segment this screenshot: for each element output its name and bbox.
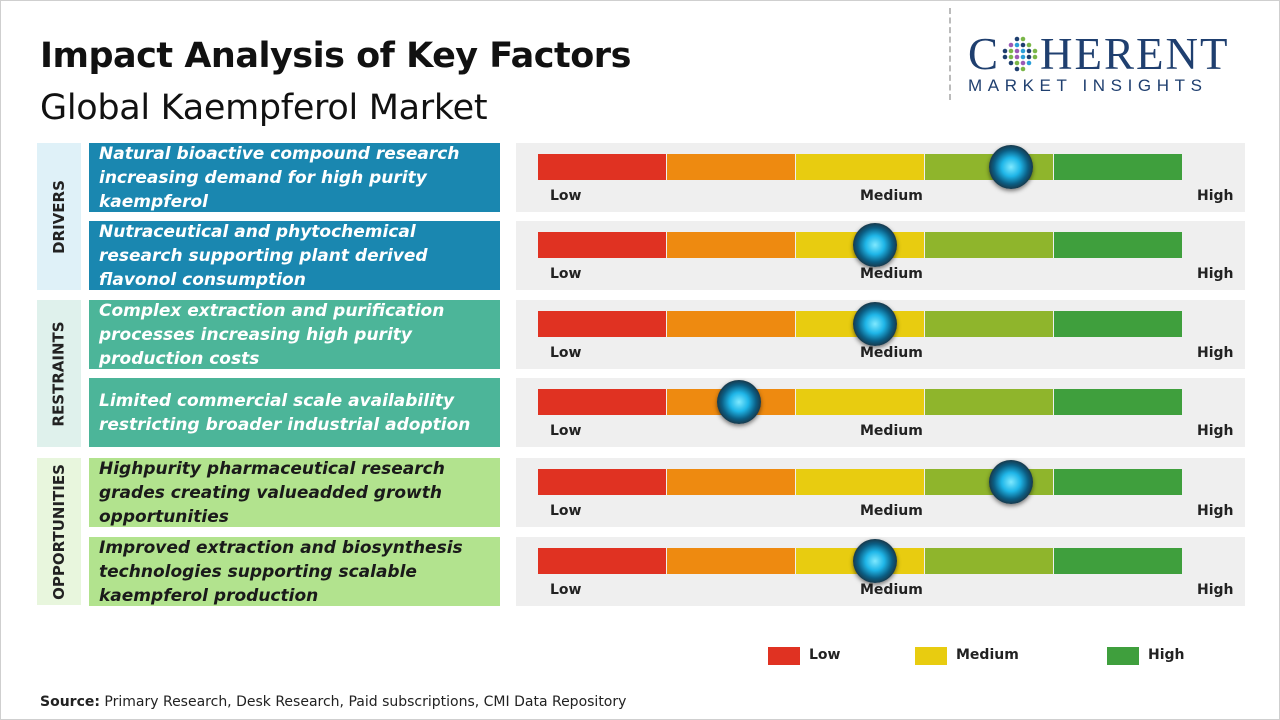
scale-segment [667, 232, 795, 258]
impact-scale-bar [538, 469, 1183, 495]
factor-box: Nutraceutical and phytochemical research… [89, 221, 500, 290]
scale-segment [667, 154, 795, 180]
scale-segment [538, 548, 666, 574]
scale-label-low: Low [550, 345, 582, 361]
factor-box: Highpurity pharmaceutical research grade… [89, 458, 500, 527]
scale-label-medium: Medium [860, 423, 923, 439]
scale-segment [538, 389, 666, 415]
scale-label-high: High [1197, 503, 1234, 519]
scale-segment [796, 154, 924, 180]
scale-label-high: High [1197, 188, 1234, 204]
legend-label-low: Low [809, 647, 841, 663]
scale-label-high: High [1197, 582, 1234, 598]
scale-segment [796, 389, 924, 415]
scale-segment [538, 154, 666, 180]
chart-subtitle: Global Kaempferol Market [40, 88, 488, 128]
scale-label-low: Low [550, 188, 582, 204]
category-label-opportunities: OPPORTUNITIES [37, 458, 81, 605]
scale-label-high: High [1197, 266, 1234, 282]
scale-segment [796, 469, 924, 495]
scale-segment [1054, 548, 1182, 574]
impact-marker [852, 302, 897, 346]
legend-swatch-high [1107, 647, 1139, 665]
scale-segment [667, 548, 795, 574]
scale-segment [667, 469, 795, 495]
logo-wordmark: C HERENT [968, 29, 1230, 79]
impact-marker [716, 380, 761, 424]
scale-label-low: Low [550, 503, 582, 519]
factor-box: Limited commercial scale availability re… [89, 378, 500, 447]
category-label-drivers: DRIVERS [37, 143, 81, 290]
scale-label-medium: Medium [860, 582, 923, 598]
logo-divider [949, 8, 951, 100]
company-logo: C HERENT MARKET INSIGHTS [968, 30, 1268, 96]
scale-segment [925, 232, 1053, 258]
legend-label-high: High [1148, 647, 1185, 663]
impact-marker [852, 223, 897, 267]
scale-segment [925, 548, 1053, 574]
legend-swatch-low [768, 647, 800, 665]
scale-segment [1054, 154, 1182, 180]
scale-label-high: High [1197, 423, 1234, 439]
impact-scale-bar [538, 154, 1183, 180]
scale-segment [1054, 469, 1182, 495]
scale-label-high: High [1197, 345, 1234, 361]
factor-box: Complex extraction and purification proc… [89, 300, 500, 369]
scale-segment [1054, 232, 1182, 258]
scale-segment [1054, 311, 1182, 337]
scale-segment [925, 311, 1053, 337]
chart-title: Impact Analysis of Key Factors [40, 36, 631, 76]
scale-segment [667, 311, 795, 337]
legend-swatch-medium [915, 647, 947, 665]
scale-label-medium: Medium [860, 345, 923, 361]
impact-marker [989, 145, 1034, 189]
factor-box: Improved extraction and biosynthesis tec… [89, 537, 500, 606]
logo-tagline: MARKET INSIGHTS [968, 76, 1208, 95]
scale-label-medium: Medium [860, 188, 923, 204]
scale-label-medium: Medium [860, 503, 923, 519]
impact-marker [989, 460, 1034, 504]
logo-dot-globe-icon [1002, 36, 1038, 72]
scale-segment [538, 311, 666, 337]
category-label-restraints: RESTRAINTS [37, 300, 81, 447]
scale-label-low: Low [550, 582, 582, 598]
impact-marker [852, 539, 897, 583]
legend-label-medium: Medium [956, 647, 1019, 663]
impact-scale-bar [538, 389, 1183, 415]
scale-segment [925, 389, 1053, 415]
scale-segment [1054, 389, 1182, 415]
factor-box: Natural bioactive compound research incr… [89, 143, 500, 212]
source-note: Source: Primary Research, Desk Research,… [40, 694, 627, 710]
scale-label-low: Low [550, 423, 582, 439]
scale-segment [538, 232, 666, 258]
scale-label-low: Low [550, 266, 582, 282]
scale-segment [538, 469, 666, 495]
scale-label-medium: Medium [860, 266, 923, 282]
